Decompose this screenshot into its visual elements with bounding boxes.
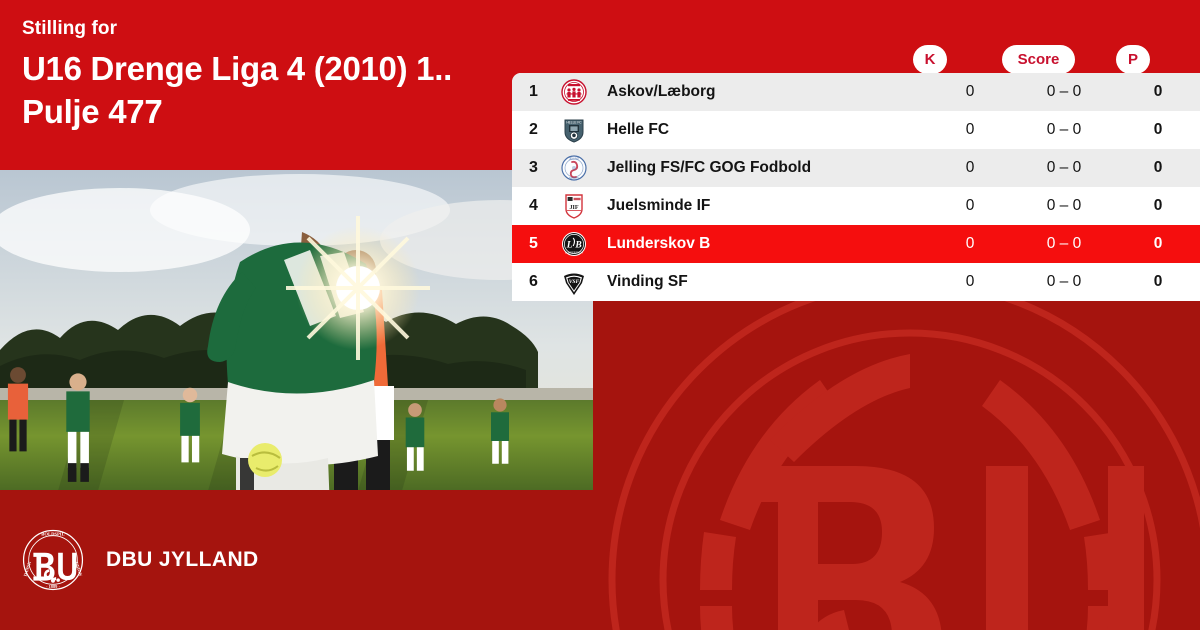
column-header-p: P	[1116, 45, 1150, 74]
row-k: 0	[965, 273, 975, 290]
svg-text:· 1889 ·: · 1889 ·	[46, 584, 60, 589]
football-match-photo	[0, 170, 593, 490]
row-k: 0	[965, 121, 975, 138]
svg-text:B: B	[574, 241, 581, 251]
row-k: 0	[965, 235, 975, 252]
svg-text:L: L	[566, 241, 573, 251]
svg-text:HELLE FC: HELLE FC	[566, 121, 582, 125]
row-points: 0	[1153, 273, 1163, 290]
row-rank: 2	[529, 121, 538, 138]
svg-text:DANSK: DANSK	[23, 560, 33, 577]
row-team-name: Lunderskov B	[607, 235, 711, 252]
row-team-name: Askov/Læborg	[607, 83, 716, 100]
row-points: 0	[1153, 159, 1163, 176]
row-k: 0	[965, 159, 975, 176]
row-team-name: Jelling FS/FC GOG Fodbold	[607, 159, 812, 176]
row-score: 0 – 0	[1046, 83, 1082, 100]
row-points: 0	[1153, 197, 1163, 214]
svg-text:VSF: VSF	[569, 279, 580, 285]
header-block: Stilling for U16 Drenge Liga 4 (2010) 1.…	[22, 16, 522, 133]
jelling-fs-crest-icon: JELLING SPORTS	[555, 155, 593, 181]
row-rank: 1	[529, 83, 538, 100]
row-score: 0 – 0	[1046, 197, 1082, 214]
row-score: 0 – 0	[1046, 273, 1082, 290]
table-row[interactable]: 1 Askov/Læborg 0 0 – 0 0	[512, 73, 1200, 111]
lunderskov-b-crest-icon: L B LUNDERSKOV	[555, 231, 593, 257]
helle-fc-crest-icon: HELLE FC	[555, 117, 593, 143]
row-score: 0 – 0	[1046, 121, 1082, 138]
table-row[interactable]: 4 JIF Juelsminde IF 0 0 – 0 0	[512, 187, 1200, 225]
footer-label: DBU JYLLAND	[106, 548, 259, 571]
row-rank: 5	[529, 235, 538, 252]
row-team-name: Helle FC	[607, 121, 670, 138]
table-row[interactable]: 2 HELLE FC Helle FC 0 0 – 0 0	[512, 111, 1200, 149]
row-k: 0	[965, 83, 975, 100]
row-points: 0	[1153, 235, 1163, 252]
vinding-sf-crest-icon: VSF	[555, 269, 593, 295]
dbu-crest-icon: BOLDSPIL · 1889 · DANSK UNION	[23, 529, 84, 591]
row-score: 0 – 0	[1046, 159, 1082, 176]
footer: BOLDSPIL · 1889 · DANSK UNION DBU JYLLAN…	[0, 490, 1200, 630]
row-points: 0	[1153, 121, 1163, 138]
row-rank: 4	[529, 197, 538, 214]
row-points: 0	[1153, 83, 1163, 100]
table-row[interactable]: 3 JELLING SPORTS Jelling FS/FC GOG Fodbo…	[512, 149, 1200, 187]
row-rank: 3	[529, 159, 538, 176]
row-rank: 6	[529, 273, 538, 290]
svg-text:BOLDSPIL: BOLDSPIL	[41, 533, 64, 538]
row-team-name: Juelsminde IF	[607, 197, 711, 214]
svg-text:JIF: JIF	[570, 205, 579, 211]
askov-laeborg-crest-icon	[555, 79, 593, 105]
row-k: 0	[965, 197, 975, 214]
svg-text:JELLING: JELLING	[569, 157, 579, 160]
header-eyebrow: Stilling for	[22, 18, 118, 39]
row-team-name: Vinding SF	[607, 273, 688, 290]
juelsminde-if-crest-icon: JIF	[555, 193, 593, 219]
page-title: U16 Drenge Liga 4 (2010) 1.. Pulje 477	[22, 50, 452, 130]
column-header-score: Score	[1002, 45, 1075, 74]
svg-text:SPORTS: SPORTS	[569, 177, 579, 180]
standings-table: 1 Askov/Læborg 0 0 – 0 0	[512, 73, 1200, 301]
column-header-k: K	[913, 45, 947, 74]
row-score: 0 – 0	[1046, 235, 1082, 252]
table-row[interactable]: 6 VSF Vinding SF 0 0 – 0 0	[512, 263, 1200, 301]
table-row[interactable]: 5 L B LUNDERSKOV Lunderskov B 0 0 – 0 0	[512, 225, 1200, 263]
svg-text:UNION: UNION	[74, 561, 84, 577]
svg-text:LUNDERSKOV: LUNDERSKOV	[565, 250, 583, 254]
